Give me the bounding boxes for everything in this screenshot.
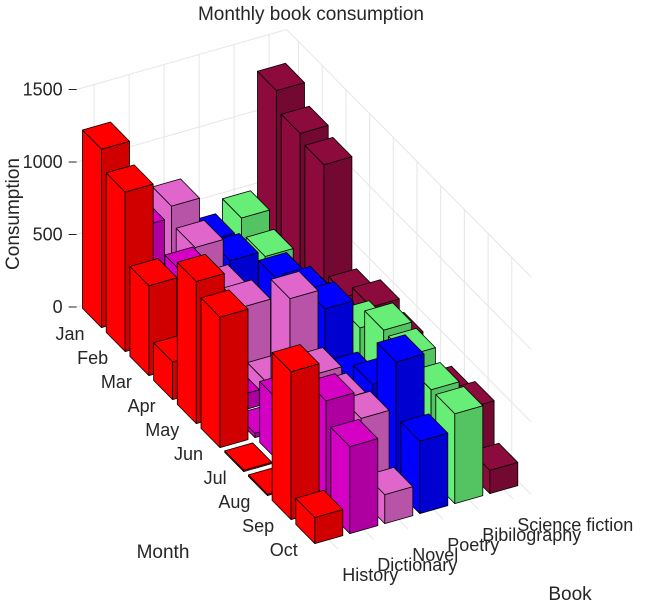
bar-front-face xyxy=(82,129,102,329)
bar-top-face xyxy=(304,136,353,166)
month-tick-label: Feb xyxy=(77,348,108,368)
bar-top-face xyxy=(176,253,225,282)
book-tick-label: Dictionary xyxy=(377,555,457,575)
month-tick-label: Apr xyxy=(128,396,156,416)
month-tick-label: Jul xyxy=(204,468,227,488)
bar-top-face xyxy=(105,164,154,193)
bar-side-face xyxy=(349,438,379,534)
bar-top-face xyxy=(330,418,379,448)
bar-top-face xyxy=(152,178,200,207)
bar-jun-history xyxy=(200,289,249,449)
month-tick-label: May xyxy=(145,420,179,440)
bar-sep-history xyxy=(271,344,320,520)
z-tick-label: 1000 xyxy=(23,152,63,172)
bar-top-face xyxy=(222,190,270,219)
bar-front-face xyxy=(176,261,197,425)
bar-top-face xyxy=(175,219,224,248)
bar-top-face xyxy=(305,281,354,310)
book-tick-label: Novel xyxy=(412,545,458,565)
bar-top-face xyxy=(351,279,400,308)
bar-side-face xyxy=(219,308,249,449)
month-tick-label: Jun xyxy=(174,444,203,464)
month-tick-label: Sep xyxy=(242,516,274,536)
bar-top-face xyxy=(364,302,413,331)
month-tick-label: Mar xyxy=(101,372,132,392)
book-tick-label: Science fiction xyxy=(517,515,633,535)
z-axis-label: Consumption xyxy=(3,158,24,270)
bar-top-face xyxy=(270,270,319,300)
bar-top-face xyxy=(435,386,484,415)
bar-top-face xyxy=(400,413,449,442)
z-tick-label: 1500 xyxy=(23,80,63,100)
bar-top-face xyxy=(257,62,305,91)
book-tick-label: Poetry xyxy=(447,535,499,555)
month-tick-label: Aug xyxy=(218,492,250,512)
bar-top-face xyxy=(129,258,178,287)
bar-front-face xyxy=(271,352,292,520)
bar-oct-history xyxy=(295,489,344,544)
bar-front-face xyxy=(105,172,126,353)
bar-top-face xyxy=(200,289,249,318)
bar-front-face xyxy=(200,297,221,449)
z-tick-label: 500 xyxy=(33,225,63,245)
month-tick-label: Oct xyxy=(270,540,298,560)
bar-top-face xyxy=(295,489,344,518)
bar-top-face xyxy=(271,344,320,373)
z-tick-label: 0 xyxy=(53,297,63,317)
bar-layer xyxy=(82,62,519,544)
bar-side-face xyxy=(454,405,484,505)
chart-title: Monthly book consumption xyxy=(198,4,424,25)
y-axis-label: Book xyxy=(548,584,592,605)
bar-jul-history xyxy=(224,442,273,473)
bar-side-face xyxy=(419,432,449,514)
bar-top-face xyxy=(376,334,425,363)
month-tick-label: Jan xyxy=(55,324,84,344)
book-tick-label: Bibilography xyxy=(482,525,581,545)
book-tick-label: History xyxy=(342,565,398,585)
bar-top-face xyxy=(245,228,294,257)
gridline-z xyxy=(76,28,532,278)
bar-top-face xyxy=(82,121,130,150)
x-axis-label: Month xyxy=(137,542,190,563)
bar-top-face xyxy=(280,105,329,134)
